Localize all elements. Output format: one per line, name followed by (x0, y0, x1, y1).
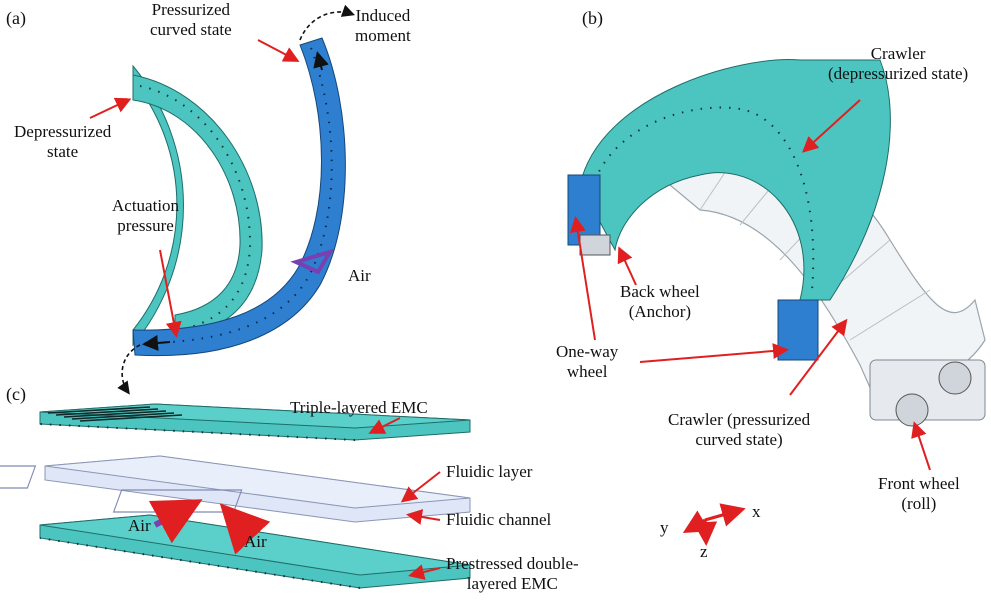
label-crawler-depressurized: Crawler (depressurized state) (828, 44, 969, 83)
pressurized-actuator (132, 37, 346, 357)
label-front-wheel: Front wheel (roll) (878, 474, 960, 513)
label-fluidic-layer: Fluidic layer (446, 462, 533, 481)
induced-moment-arrow (299, 4, 356, 41)
label-one-way-wheel: One-way wheel (556, 342, 619, 381)
axis-label-x: x (752, 502, 761, 521)
back-wheel (579, 234, 611, 256)
label-fluidic-channel: Fluidic channel (446, 510, 552, 529)
axis-triad (682, 503, 746, 546)
front-wheel (895, 393, 929, 427)
bottom-moment-arrow (117, 344, 141, 395)
label-air-c2: Air (244, 532, 267, 551)
label-depressurized-state: Depressurized state (14, 122, 112, 161)
label-actuation-pressure: Actuation pressure (112, 196, 180, 235)
air-arrow-c1 (148, 499, 203, 544)
label-back-wheel: Back wheel (Anchor) (620, 282, 700, 321)
label-triple-layered-emc: Triple-layered EMC (290, 398, 428, 417)
air-arrow-c2 (219, 503, 271, 555)
air-arrow-a (290, 248, 335, 275)
panel-label-b: (b) (582, 8, 603, 28)
one-way-wheel-back (567, 174, 601, 246)
label-pressurized-curved-state: Pressurized curved state (150, 0, 232, 39)
label-crawler-pressurized: Crawler (pressurized curved state) (668, 410, 811, 449)
depressurized-actuator (132, 64, 184, 347)
panel-label-a: (a) (6, 8, 26, 28)
label-induced-moment: Induced moment (355, 6, 411, 45)
label-prestressed-emc: Prestressed double- layered EMC (446, 554, 579, 593)
panel-label-c: (c) (6, 384, 26, 404)
label-air-a: Air (348, 266, 371, 285)
axis-label-y: y (660, 518, 669, 537)
axis-label-z: z (700, 542, 708, 561)
label-air-c1: Air (128, 516, 151, 535)
